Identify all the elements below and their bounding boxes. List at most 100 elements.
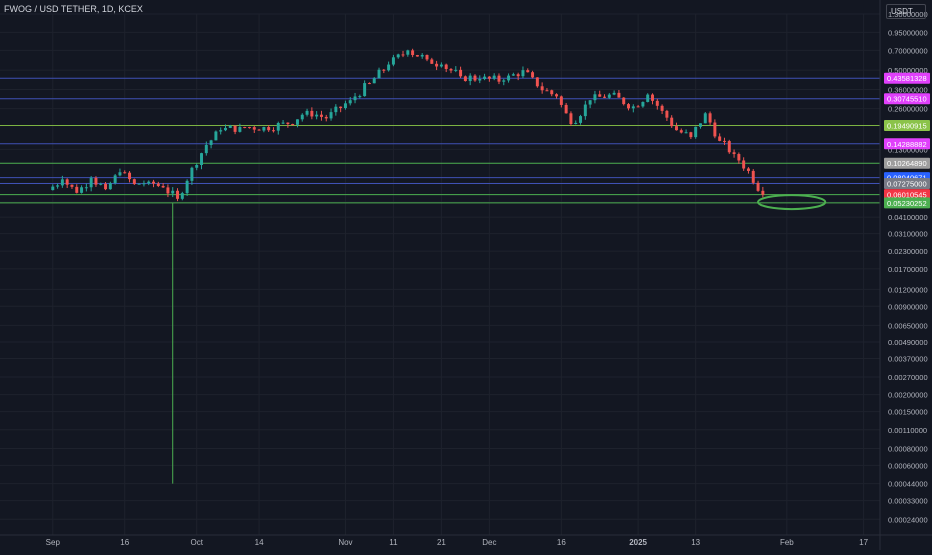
candle-body (603, 96, 607, 98)
price-label-box (884, 157, 930, 169)
x-tick-label: 11 (389, 538, 398, 547)
candle-body (689, 132, 693, 138)
candle-body (348, 100, 352, 104)
candle-body (152, 181, 156, 184)
candle-body (703, 113, 707, 124)
candle-body (267, 127, 271, 131)
x-tick-label: 16 (120, 538, 129, 547)
y-tick-label: 0.00370000 (888, 355, 928, 364)
candle-body (675, 126, 678, 131)
price-label-text: 0.10264890 (887, 159, 927, 168)
candle-body (756, 182, 760, 191)
candle-body (377, 69, 381, 79)
candle-body (698, 123, 702, 127)
candle-body (305, 110, 309, 115)
candle-body (708, 113, 712, 123)
candle-body (415, 55, 419, 57)
candle-body (310, 110, 314, 117)
x-tick-label: 16 (557, 538, 566, 547)
candle-body (233, 125, 237, 132)
x-tick-label: 21 (437, 538, 446, 547)
price-label-text: 0.14288882 (887, 140, 927, 149)
candle-body (128, 172, 132, 180)
candle-body (473, 75, 477, 81)
candle-body (555, 94, 559, 97)
y-tick-label: 0.00650000 (888, 321, 928, 330)
candle-body (214, 131, 218, 141)
candle-body (665, 110, 669, 118)
candle-body (545, 90, 549, 92)
candle-body (391, 57, 395, 65)
candle-body (694, 126, 698, 138)
candle-body (224, 127, 227, 131)
candle-body (636, 106, 640, 108)
candle-body (713, 122, 717, 137)
y-tick-label: 0.00080000 (888, 445, 928, 454)
candle-body (247, 127, 251, 129)
x-tick-label: Sep (46, 538, 61, 547)
candle-body (718, 136, 722, 141)
candle-body (761, 190, 765, 195)
candle-body (737, 154, 741, 161)
x-tick-label: Nov (338, 538, 352, 547)
price-label-box (884, 197, 930, 209)
candle-body (80, 187, 84, 193)
y-tick-label: 0.50000000 (888, 66, 928, 75)
y-tick-label: 1.30000000 (888, 10, 928, 19)
candle-body (420, 54, 424, 57)
x-tick-label: 2025 (629, 538, 647, 547)
candle-body (137, 183, 141, 185)
y-tick-label: 0.02300000 (888, 247, 928, 256)
candle-body (185, 180, 189, 194)
candle-body (171, 190, 175, 194)
candle-body (372, 78, 376, 84)
currency-selector[interactable]: USDT (886, 4, 926, 19)
candle-body (646, 94, 650, 102)
candle-body (627, 104, 631, 109)
price-label-box (884, 138, 930, 150)
candle-body (238, 127, 242, 132)
candle-body (161, 185, 165, 188)
candle-body (607, 94, 611, 98)
candle-body (459, 69, 463, 77)
candle-body (531, 72, 535, 78)
price-label-text: 0.06010545 (887, 191, 927, 200)
candle-body (228, 125, 232, 128)
candle-body (382, 69, 386, 71)
candle-body (104, 183, 108, 190)
y-tick-label: 0.00110000 (888, 426, 927, 435)
candle-body (746, 168, 750, 171)
candle-body (430, 59, 434, 64)
candle-body (487, 76, 491, 79)
target-zone-ellipse[interactable] (757, 194, 827, 211)
price-label-box (884, 177, 930, 189)
price-label-text: 0.05230252 (887, 199, 927, 208)
candle-body (593, 94, 597, 101)
candle-body (353, 96, 357, 101)
y-tick-label: 0.36000000 (888, 85, 928, 94)
y-tick-label: 0.26000000 (888, 105, 928, 114)
candle-body (598, 94, 602, 97)
candle-body (507, 75, 511, 81)
candle-body (516, 74, 520, 77)
candle-body (444, 64, 448, 69)
candle-body (425, 54, 429, 60)
candle-body (588, 100, 592, 105)
candle-body (118, 172, 122, 176)
candle-body (396, 54, 400, 58)
candle-body (315, 114, 319, 117)
candle-body (574, 122, 578, 125)
candle-body (468, 75, 472, 82)
x-tick-label: Dec (482, 538, 496, 547)
candle-body (670, 117, 674, 127)
candle-body (497, 75, 501, 82)
candle-body (190, 167, 194, 181)
y-tick-label: 0.00900000 (888, 302, 928, 311)
symbol-title: FWOG / USD TETHER, 1D, KCEX (4, 4, 143, 14)
y-tick-label: 0.01700000 (888, 265, 928, 274)
candle-body (483, 76, 487, 80)
candle-body (132, 179, 136, 185)
candle-body (502, 80, 506, 82)
